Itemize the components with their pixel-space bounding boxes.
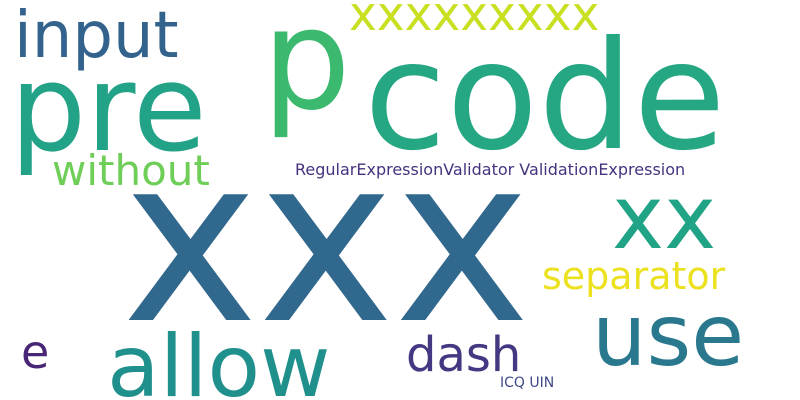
word-dash: dash <box>406 327 521 383</box>
word-xxx: xxx <box>122 108 530 375</box>
word-allow: allow <box>107 317 330 400</box>
word-p: p <box>262 0 351 142</box>
word-input: input <box>14 0 179 73</box>
word-icq-uin: ICQ UIN <box>500 375 554 391</box>
word-without: without <box>52 146 210 195</box>
word-xx: xx <box>612 166 716 269</box>
word-use: use <box>592 286 744 386</box>
word-code: code <box>364 10 726 184</box>
word-xxxxxxxxx: xxxxxxxxx <box>349 0 599 42</box>
word-e: e <box>21 325 49 379</box>
word-regularexpressionvalidator-validationexpression: RegularExpressionValidator ValidationExp… <box>295 160 685 179</box>
word-separator: separator <box>542 254 726 298</box>
word-pre: pre <box>10 40 207 179</box>
